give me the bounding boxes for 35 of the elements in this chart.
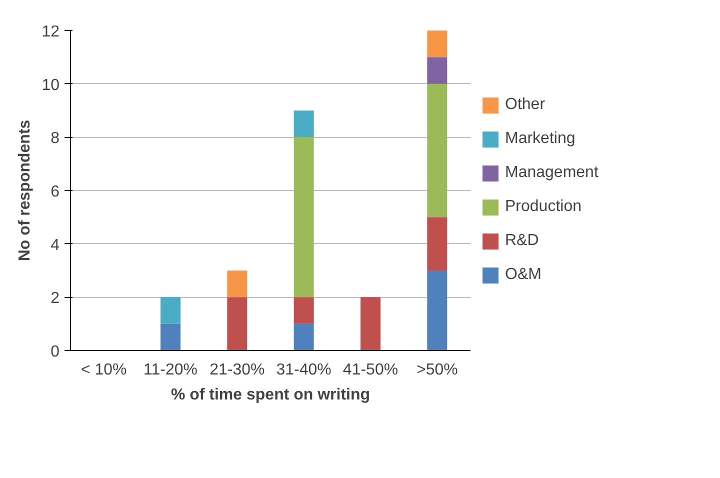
x-tick-label: 31-40%	[276, 362, 332, 378]
bar	[294, 297, 314, 324]
y-tick-label: 0	[50, 344, 60, 360]
y-tick-label: 6	[50, 184, 60, 200]
bar	[160, 324, 180, 350]
x-tick-label: 41-50%	[342, 362, 398, 378]
y-tick-label: 8	[50, 130, 60, 148]
bar	[427, 270, 448, 350]
x-axis-title: % of time spent on writing	[170, 386, 370, 404]
legend-label: O&M	[505, 266, 542, 284]
bar	[294, 110, 314, 138]
legend-label: Other	[505, 96, 546, 114]
y-tick-label: 10	[42, 76, 60, 94]
bar	[227, 297, 248, 350]
y-axis-title: No of respondents	[16, 120, 34, 262]
x-tick-label: 21-30%	[210, 362, 265, 378]
y-tick-label: 4	[50, 236, 60, 254]
bar	[427, 217, 448, 270]
bar	[227, 270, 248, 298]
legend-label: Management	[505, 164, 598, 182]
bar	[294, 324, 314, 350]
bar	[427, 57, 448, 84]
bar	[160, 297, 180, 324]
x-tick-label: >50%	[416, 362, 458, 378]
bar	[360, 297, 380, 350]
y-tick-label: 12	[42, 24, 60, 40]
legend-label: R&D	[505, 232, 539, 250]
bar	[294, 137, 314, 298]
bar	[427, 84, 448, 218]
x-tick-label: < 10%	[80, 362, 127, 378]
bar	[427, 30, 448, 58]
y-tick-label: 2	[50, 290, 60, 308]
x-tick-label: 11-20%	[144, 362, 198, 378]
legend-label: Production	[505, 198, 582, 216]
legend-label: Marketing	[505, 130, 576, 148]
